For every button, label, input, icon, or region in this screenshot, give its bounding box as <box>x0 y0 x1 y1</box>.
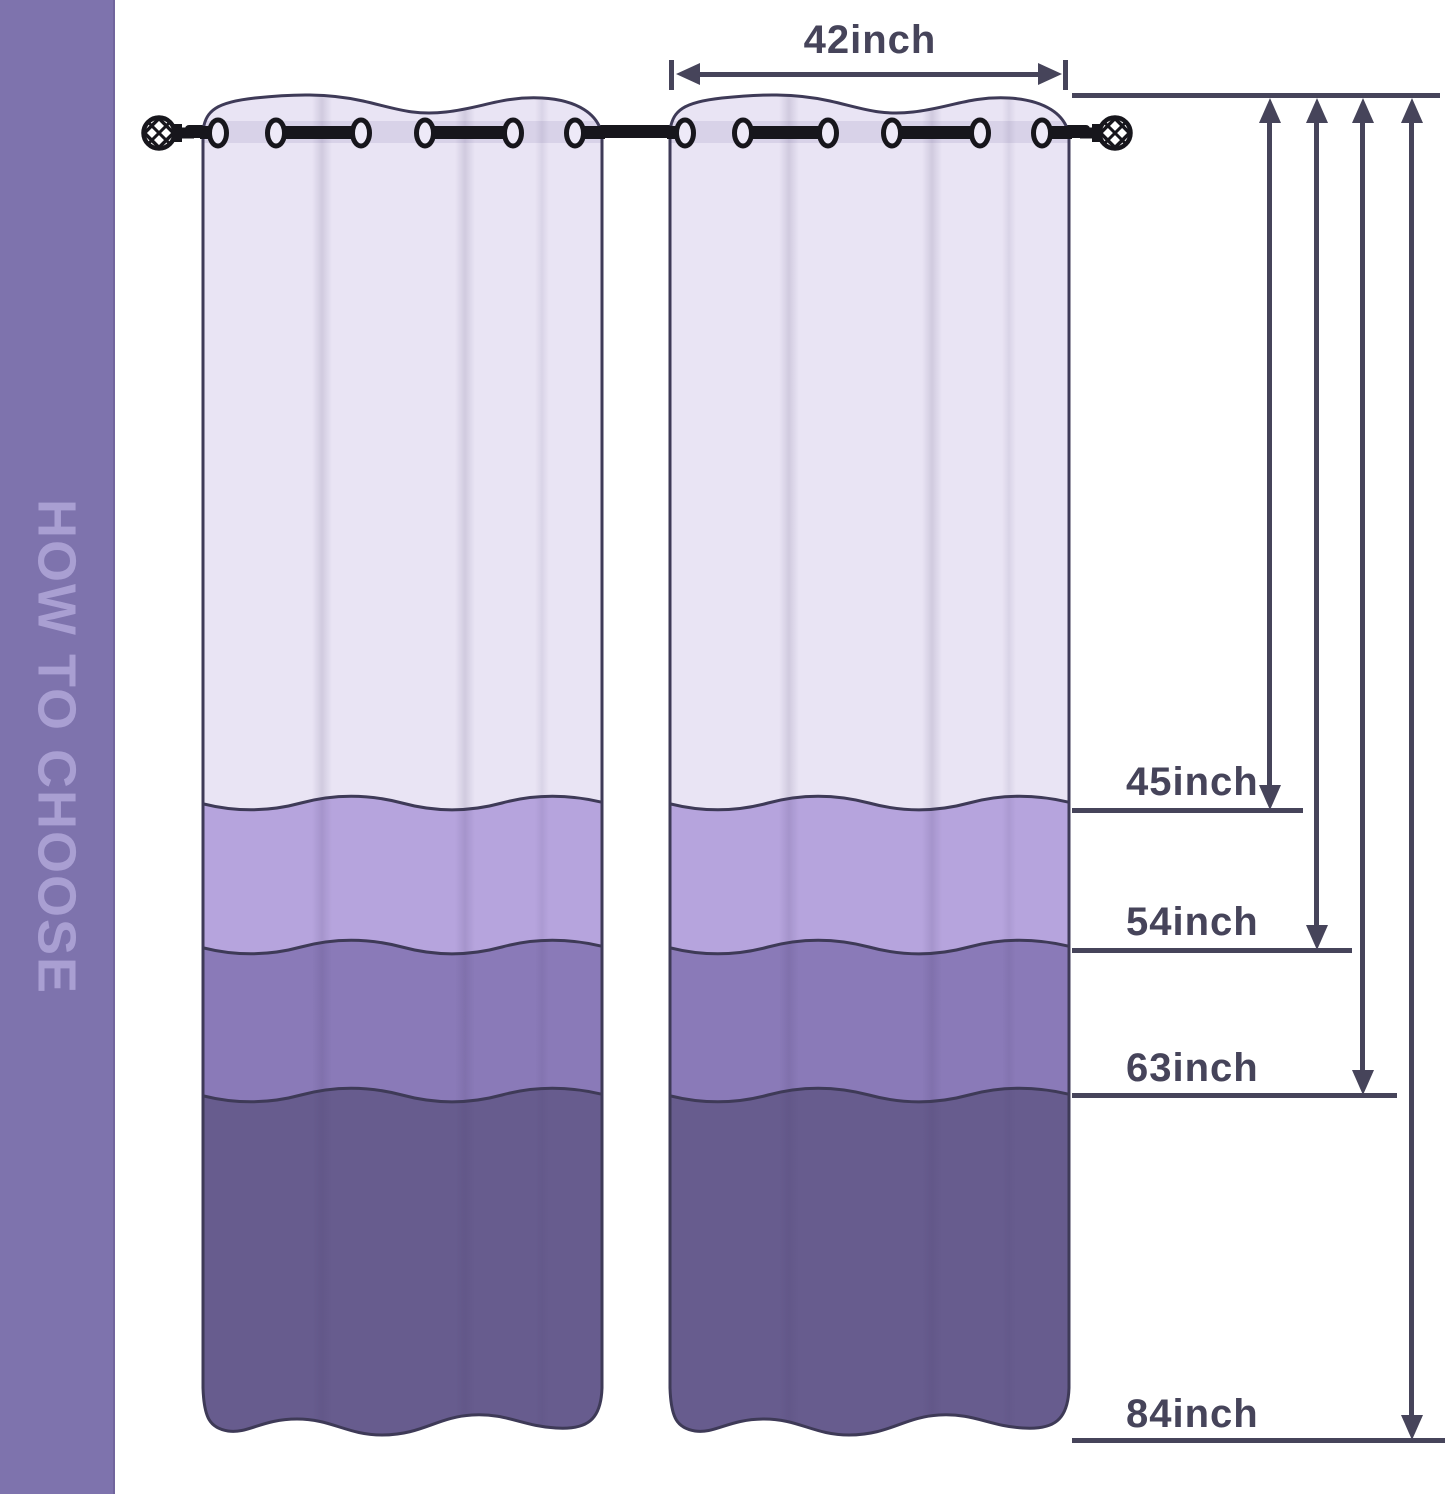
height-84-arrowhead-top-icon <box>1401 98 1423 123</box>
height-45-arrowhead-bottom-icon <box>1259 785 1281 810</box>
height-label-84: 84inch <box>1126 1392 1259 1436</box>
curtain-panel-right <box>667 88 1072 1448</box>
height-label-54: 54inch <box>1126 900 1259 944</box>
height-63-dimension-line <box>1360 120 1365 1070</box>
height-84-level-line <box>1072 1438 1445 1443</box>
height-45-dimension-line <box>1267 120 1272 788</box>
height-54-dimension-line <box>1314 120 1319 928</box>
sidebar-title: HOW TO CHOOSE <box>26 498 87 996</box>
height-label-45: 45inch <box>1126 760 1259 804</box>
height-84-dimension-line <box>1409 120 1414 1418</box>
curtain-panel-left <box>200 88 605 1448</box>
height-84-arrowhead-bottom-icon <box>1401 1415 1423 1440</box>
sidebar: HOW TO CHOOSE <box>0 0 115 1494</box>
height-63-arrowhead-top-icon <box>1352 98 1374 123</box>
height-63-level-line <box>1072 1093 1397 1098</box>
width-tick-left <box>669 60 674 90</box>
width-tick-right <box>1063 60 1068 90</box>
height-63-arrowhead-bottom-icon <box>1352 1070 1374 1095</box>
height-45-level-line <box>1072 808 1303 813</box>
height-54-level-line <box>1072 948 1352 953</box>
width-dimension-line <box>695 72 1043 77</box>
height-54-arrowhead-bottom-icon <box>1306 925 1328 950</box>
width-arrowhead-left-icon <box>676 63 700 85</box>
height-label-63: 63inch <box>1126 1046 1259 1090</box>
rod-finial-right-icon <box>1080 104 1138 162</box>
height-45-arrowhead-top-icon <box>1259 98 1281 123</box>
width-arrowhead-right-icon <box>1038 63 1062 85</box>
height-54-arrowhead-top-icon <box>1306 98 1328 123</box>
rod-finial-left-icon <box>136 104 194 162</box>
top-reference-line <box>1072 93 1440 98</box>
width-dimension-label: 42inch <box>803 18 937 62</box>
